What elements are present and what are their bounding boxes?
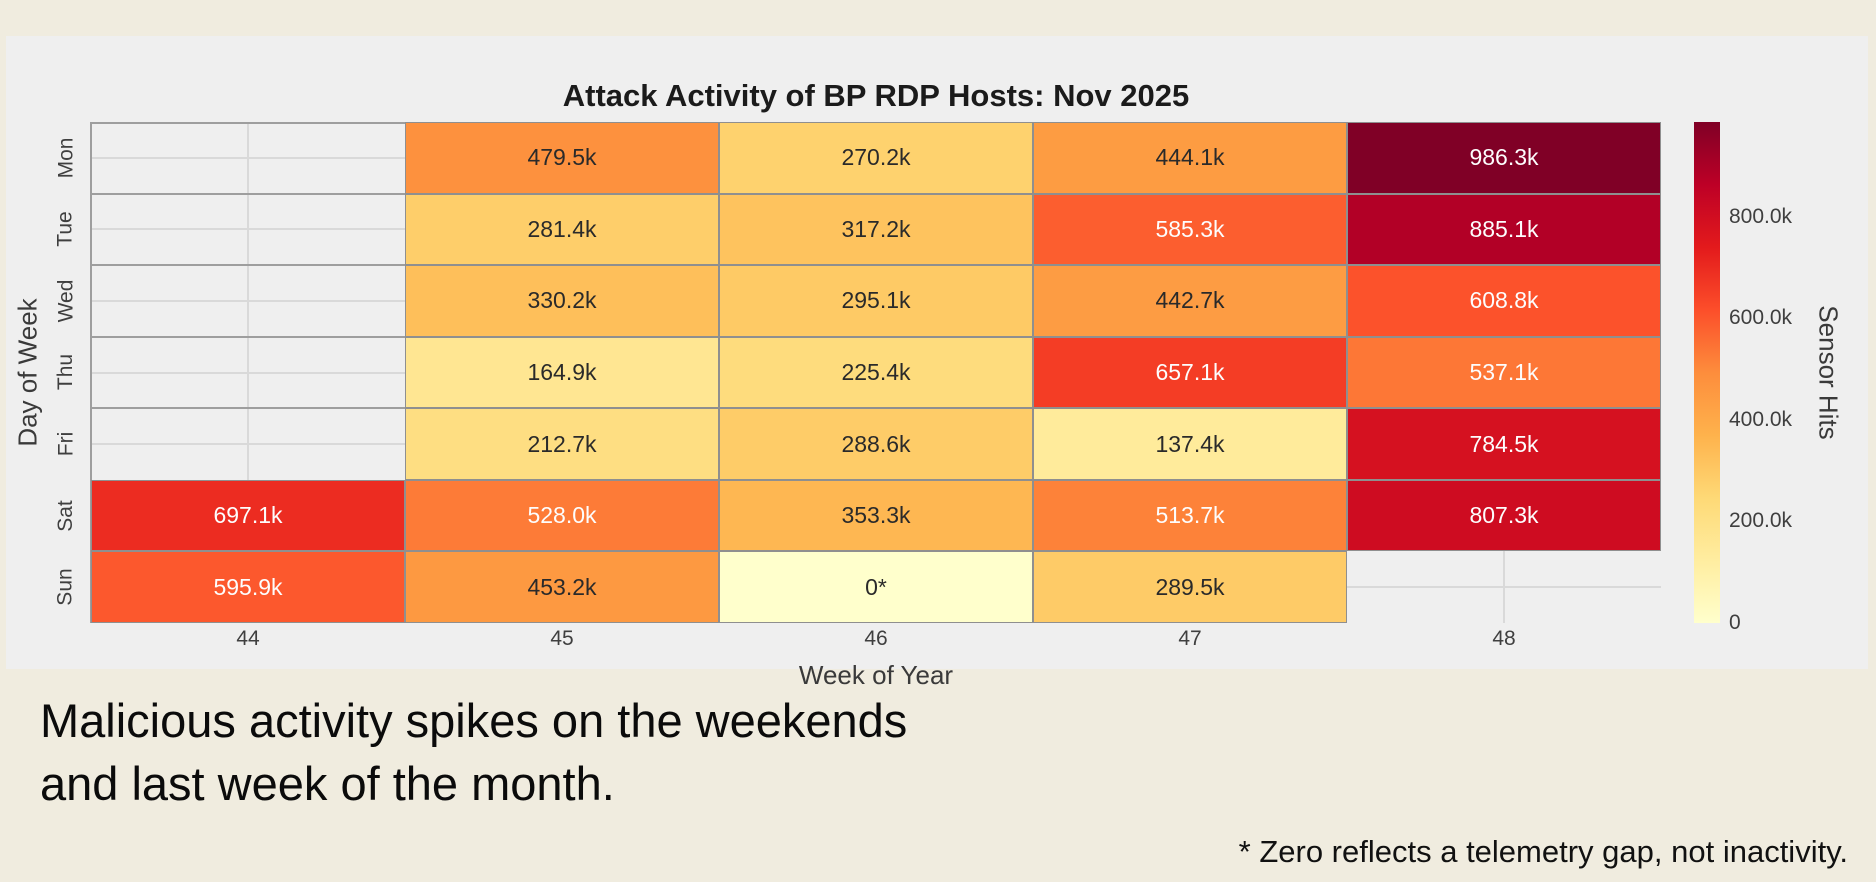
heatmap-cell: 137.4k bbox=[1033, 408, 1347, 480]
colorbar-tick-label: 600.0k bbox=[1729, 306, 1793, 330]
heatmap-cell: 225.4k bbox=[719, 336, 1033, 409]
x-tick-label: 45 bbox=[550, 627, 574, 650]
heatmap-cell: 528.0k bbox=[405, 479, 719, 552]
heatmap-cell: 353.3k bbox=[719, 479, 1033, 552]
gridline-vertical bbox=[247, 122, 249, 623]
footnote: * Zero reflects a telemetry gap, not ina… bbox=[1238, 834, 1848, 869]
colorbar-tick-label: 400.0k bbox=[1729, 407, 1793, 431]
y-tick-label: Sun bbox=[54, 568, 77, 606]
heatmap-cell: 295.1k bbox=[719, 265, 1033, 337]
heatmap-cell: 453.2k bbox=[405, 551, 719, 623]
heatmap-cell: 281.4k bbox=[405, 193, 719, 266]
y-tick-label: Mon bbox=[54, 137, 78, 179]
heatmap-cell: 330.2k bbox=[405, 265, 719, 337]
mesh-line bbox=[91, 192, 405, 195]
x-tick-label: 47 bbox=[1178, 627, 1202, 650]
heatmap-cell: 807.3k bbox=[1347, 479, 1661, 552]
colorbar-tick-label: 800.0k bbox=[1729, 204, 1793, 228]
axis-spine-left bbox=[90, 122, 92, 623]
caption-line-2: and last week of the month. bbox=[40, 756, 615, 810]
mesh-line bbox=[91, 122, 405, 124]
x-axis-label: Week of Year bbox=[798, 660, 954, 690]
y-tick-label: Wed bbox=[54, 279, 77, 323]
mesh-line bbox=[91, 264, 405, 267]
y-tick-label: Sat bbox=[54, 499, 77, 532]
heatmap-cell: 595.9k bbox=[91, 551, 405, 623]
y-tick-label: Thu bbox=[54, 354, 77, 391]
caption: Malicious activity spikes on the weekend… bbox=[40, 690, 907, 815]
heatmap-cell: 270.2k bbox=[719, 122, 1033, 194]
heatmap-cell: 537.1k bbox=[1347, 336, 1661, 409]
colorbar-label: Sensor Hits bbox=[1813, 305, 1844, 440]
heatmap-cell: 986.3k bbox=[1347, 122, 1661, 194]
heatmap-cell: 608.8k bbox=[1347, 265, 1661, 337]
heatmap-grid: 479.5k 270.2k 444.1k 986.3k 281.4k 317.2k 585.… bbox=[90, 122, 1661, 623]
heatmap-cell: 697.1k bbox=[91, 479, 405, 552]
x-tick-label: 46 bbox=[864, 627, 888, 650]
heatmap-cell: 479.5k bbox=[405, 122, 719, 194]
mesh-line bbox=[91, 407, 405, 410]
caption-line-1: Malicious activity spikes on the weekend… bbox=[40, 694, 908, 747]
heatmap-cell: 513.7k bbox=[1033, 479, 1347, 552]
y-axis-label: Day of Week bbox=[12, 298, 43, 447]
colorbar-tick-label: 0 bbox=[1729, 611, 1741, 634]
colorbar-tick-label: 200.0k bbox=[1729, 509, 1793, 533]
heatmap-cell: 442.7k bbox=[1033, 265, 1347, 337]
colorbar bbox=[1694, 122, 1720, 623]
chart-title: Attack Activity of BP RDP Hosts: Nov 202… bbox=[562, 78, 1190, 113]
heatmap-cell: 212.7k bbox=[405, 408, 719, 480]
x-tick-label: 48 bbox=[1492, 627, 1516, 650]
heatmap-cell: 657.1k bbox=[1033, 336, 1347, 409]
y-tick-label: Tue bbox=[53, 211, 77, 248]
heatmap-cell: 289.5k bbox=[1033, 551, 1347, 623]
mesh-line bbox=[91, 335, 405, 338]
heatmap-cell: 317.2k bbox=[719, 193, 1033, 266]
heatmap-cell: 784.5k bbox=[1347, 408, 1661, 480]
y-tick-label: Fri bbox=[54, 431, 77, 457]
heatmap-cell: 0* bbox=[719, 551, 1033, 623]
heatmap-cell: 885.1k bbox=[1347, 193, 1661, 266]
heatmap-cell: 288.6k bbox=[719, 408, 1033, 480]
chart-figure: Attack Activity of BP RDP Hosts: Nov 202… bbox=[6, 36, 1868, 690]
x-tick-label: 44 bbox=[236, 627, 260, 650]
heatmap-cell: 585.3k bbox=[1033, 193, 1347, 266]
heatmap-cell: 444.1k bbox=[1033, 122, 1347, 194]
heatmap-cell: 164.9k bbox=[405, 336, 719, 409]
